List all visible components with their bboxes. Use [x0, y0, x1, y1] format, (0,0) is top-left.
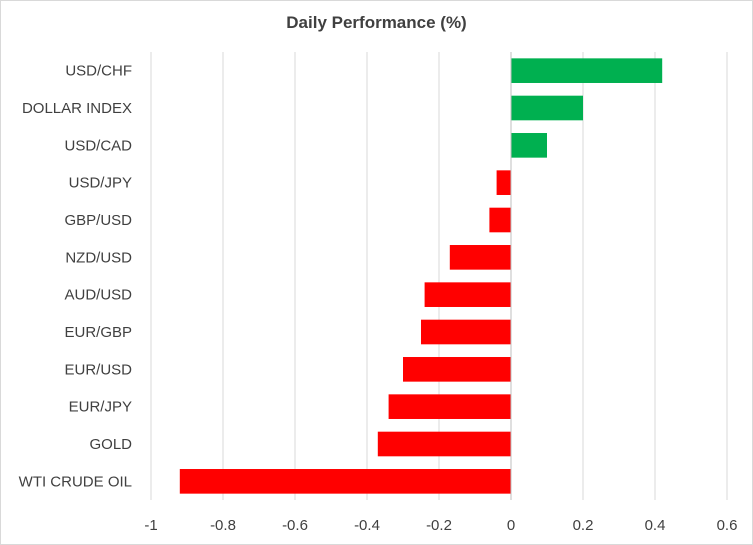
- x-tick-labels: -1 -0.8 -0.6 -0.4 -0.2 0 0.2 0.4 0.6: [144, 517, 737, 534]
- bar: [511, 58, 663, 83]
- bar: [511, 95, 583, 121]
- bar: [496, 170, 511, 195]
- x-tick-label: 0.2: [573, 517, 594, 534]
- bar: [179, 469, 512, 494]
- bar: [377, 431, 511, 457]
- x-tick-label: 0: [507, 517, 515, 534]
- category-label: EUR/GBP: [64, 324, 132, 341]
- bar: [388, 394, 511, 419]
- x-tick-label: -0.4: [354, 517, 380, 534]
- x-tick-label: -0.6: [282, 517, 308, 534]
- x-tick-label: -0.2: [426, 517, 452, 534]
- bars: [179, 52, 663, 500]
- x-tick-label: 0.6: [717, 517, 738, 534]
- category-label: GOLD: [89, 436, 132, 453]
- category-label: DOLLAR INDEX: [22, 100, 132, 117]
- bar: [421, 319, 511, 345]
- x-tick-label: -1: [144, 517, 157, 534]
- category-label: USD/CHF: [65, 63, 132, 80]
- category-label: GBP/USD: [64, 212, 132, 229]
- gridlines: [150, 52, 728, 500]
- bar: [489, 207, 511, 233]
- category-label: NZD/USD: [65, 249, 132, 266]
- category-label: AUD/USD: [64, 287, 132, 304]
- bar: [424, 282, 511, 307]
- bar: [511, 133, 547, 158]
- bar: [449, 245, 511, 270]
- category-label: EUR/JPY: [69, 399, 132, 416]
- x-tick-label: -0.8: [210, 517, 236, 534]
- category-label: WTI CRUDE OIL: [19, 473, 132, 490]
- chart-title: Daily Performance (%): [286, 13, 467, 32]
- category-label: USD/JPY: [69, 175, 132, 192]
- category-label: EUR/USD: [64, 361, 132, 378]
- category-label: USD/CAD: [64, 137, 132, 154]
- bar: [403, 357, 511, 382]
- x-tick-label: 0.4: [645, 517, 666, 534]
- category-labels: USD/CHF DOLLAR INDEX USD/CAD USD/JPY GBP/USD…: [19, 63, 133, 491]
